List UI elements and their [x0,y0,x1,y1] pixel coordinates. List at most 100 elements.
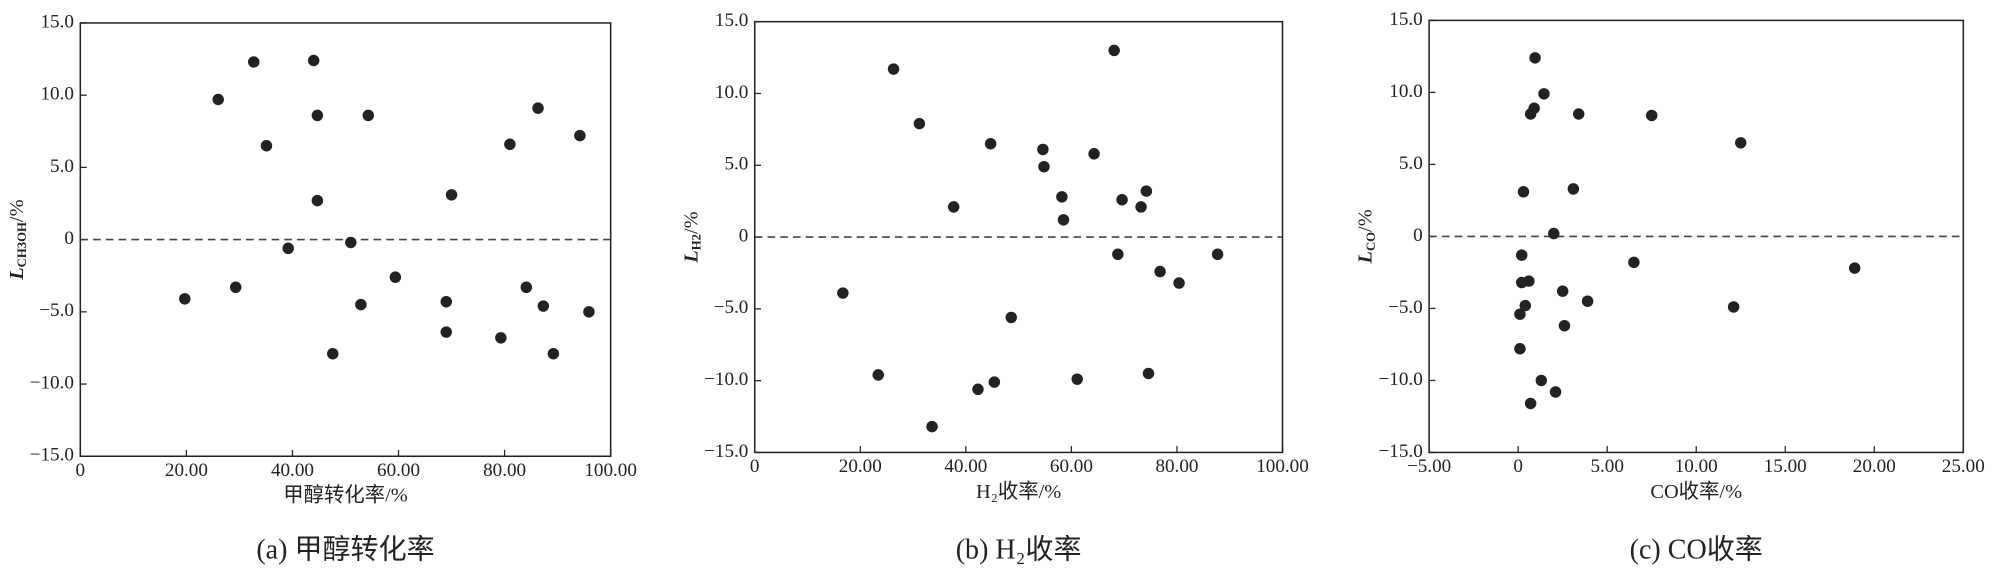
point [229,281,242,294]
y-tick-label: 15.0 [40,11,73,32]
y-label-subscript: CO [1364,232,1378,251]
point [1727,301,1740,313]
point [1529,52,1541,64]
point [440,295,452,308]
point [311,109,324,122]
point [837,287,849,299]
point [1548,227,1560,240]
point [1734,137,1747,149]
point [362,109,375,122]
x-tick-label: 25.00 [1942,456,1985,477]
point [1140,185,1153,197]
x-tick-label: 80.00 [483,460,526,481]
y-tick-label: −15.0 [30,445,74,466]
point [1116,193,1128,206]
point [1142,367,1155,380]
point [887,63,900,75]
y-tick-label: 15.0 [1389,9,1422,30]
y-tick-label: 5.0 [724,154,748,175]
point [1005,311,1017,324]
point [1581,295,1594,307]
point [1154,265,1166,278]
point [1535,374,1548,387]
point [1514,308,1526,320]
point [389,271,402,283]
point [1517,186,1530,198]
y-tick-label: −10.0 [704,369,748,390]
point [547,347,560,360]
y-tick-label: −15.0 [704,441,748,462]
point [1523,275,1535,287]
x-tick-label: 10.00 [1675,456,1718,477]
x-axis-label: H₂收率/% [976,480,1061,503]
y-tick-label: 0 [64,228,74,249]
x-tick-label: 100.00 [584,460,637,481]
point [1567,183,1580,195]
point [913,117,926,130]
x-tick-label: 80.00 [1155,456,1198,477]
point [1088,148,1100,160]
y-label-symbol: L [6,267,28,280]
y-label-subscript: H2 [689,234,703,250]
x-axis-label: 甲醇转化率/% [283,484,408,507]
point [504,138,516,151]
x-tick-label: 40.00 [271,460,314,481]
point [1056,191,1068,203]
x-tick-label: 100.00 [1256,456,1309,477]
point [355,298,367,311]
point [1524,397,1537,410]
y-tick-label: 0 [739,225,749,246]
point [1057,214,1070,226]
point [1173,277,1185,289]
point [1038,160,1050,173]
y-tick-label: 10.0 [1389,81,1422,102]
point [984,137,997,150]
point [495,332,507,344]
point [1037,143,1049,156]
point [1572,108,1585,120]
x-tick-label: 0 [750,456,760,477]
y-label-unit: /% [6,199,28,222]
y-axis-label: LCO/% [1354,209,1377,264]
point [248,56,260,68]
x-tick-label: −5.00 [1407,456,1451,477]
point [307,54,320,67]
y-label-unit: /% [1354,209,1376,232]
y-tick-label: 10.0 [40,84,73,105]
x-tick-label: 60.00 [377,460,420,481]
y-tick-label: 0 [1413,225,1423,246]
y-axis-label: LH2/% [680,211,703,263]
y-tick-label: 10.0 [715,82,748,103]
point [179,293,191,305]
caption: (b) H₂收率 [956,533,1082,565]
point [1524,108,1537,120]
point [1628,256,1640,269]
point [583,306,595,318]
point [212,93,224,106]
y-label-symbol: L [1354,251,1376,264]
y-tick-label: −5.0 [714,297,749,318]
y-axis-label: LCH3OH/% [6,199,29,280]
point [1848,262,1861,274]
x-tick-label: 20.00 [1853,456,1896,477]
point [972,383,984,396]
point [345,236,357,249]
x-tick-label: 20.00 [839,456,882,477]
point [1515,249,1528,261]
y-tick-label: −10.0 [30,372,74,393]
x-tick-label: 0 [1513,456,1523,477]
point [1112,248,1124,261]
x-tick-label: 5.00 [1590,456,1623,477]
point [1211,248,1224,261]
point [988,376,1001,388]
point [311,194,324,207]
y-tick-label: −5.0 [39,300,74,321]
point [1519,299,1532,312]
y-label-symbol: L [680,250,702,263]
caption: (c) CO收率 [1630,533,1763,565]
point [440,326,452,338]
point [260,139,273,152]
x-tick-label: 0 [76,460,86,481]
